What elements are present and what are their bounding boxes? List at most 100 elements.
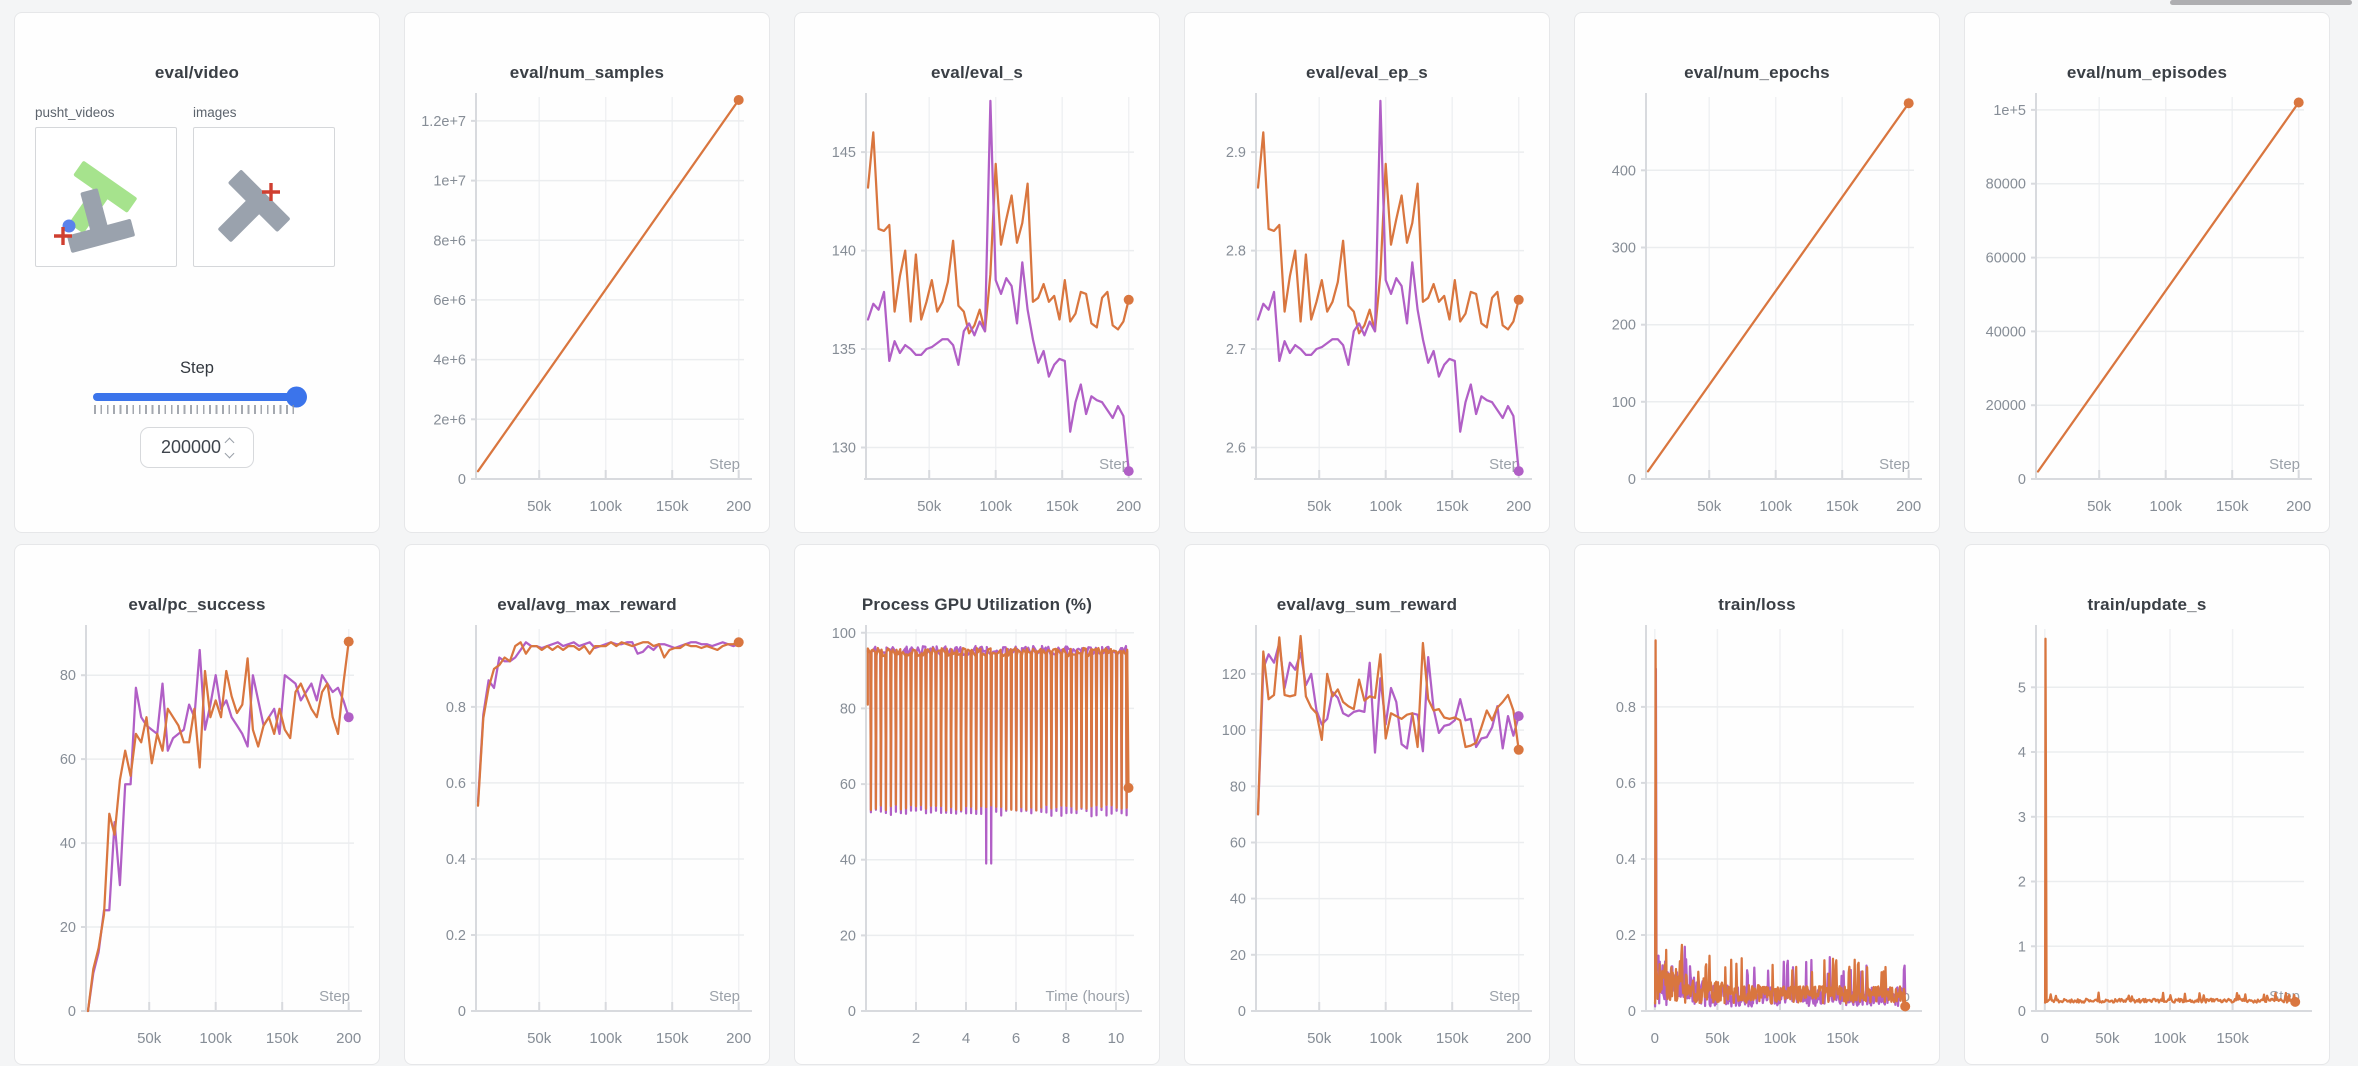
chart-title: train/update_s (2087, 595, 2207, 614)
images-thumbnail[interactable] (193, 127, 335, 267)
chart-title: Process GPU Utilization (%) (861, 595, 1093, 614)
svg-text:300: 300 (1612, 241, 1636, 257)
panel-num_episodes[interactable]: eval/num_episodes 0 20000 40000 60000 80000 1e… (1964, 12, 2330, 533)
svg-text:0: 0 (2018, 1004, 2026, 1020)
svg-text:1.2e+7: 1.2e+7 (421, 114, 466, 130)
step-control: Step 200000 (15, 359, 379, 468)
svg-text:150k: 150k (1826, 498, 1859, 515)
svg-text:40000: 40000 (1986, 324, 2026, 340)
svg-text:0: 0 (1651, 1030, 1659, 1047)
svg-text:2.8: 2.8 (1226, 244, 1246, 260)
svg-text:1e+7: 1e+7 (433, 174, 466, 190)
svg-text:8e+6: 8e+6 (433, 233, 466, 249)
panel-avg_max_reward[interactable]: eval/avg_max_reward 0 0.2 0.4 0.6 0.8 50k 100k 1… (404, 544, 770, 1065)
svg-text:50k: 50k (137, 1030, 162, 1047)
svg-text:200: 200 (726, 498, 751, 515)
svg-text:80000: 80000 (1986, 177, 2026, 193)
panel-eval-video[interactable]: eval/video pusht_videos (14, 12, 380, 533)
step-slider-thumb[interactable] (286, 386, 307, 408)
svg-text:100k: 100k (1369, 498, 1402, 515)
svg-text:50k: 50k (1307, 1030, 1332, 1047)
svg-text:150k: 150k (1046, 498, 1079, 515)
panel-gpu[interactable]: Process GPU Utilization (%) 0 20 40 60 80 100 2… (794, 544, 1160, 1065)
svg-text:80: 80 (60, 668, 76, 684)
step-up-icon[interactable] (224, 437, 235, 447)
chart-title: train/loss (1718, 595, 1796, 614)
svg-text:Step: Step (1099, 456, 1130, 473)
chart-plot-num_samples[interactable]: 0 2e+6 4e+6 6e+6 8e+6 1e+7 1.2e+7 50k 100k 150k 20… (420, 89, 754, 529)
pusht-video-thumbnail[interactable] (35, 127, 177, 267)
panel-loss[interactable]: train/loss 0 0.2 0.4 0.6 0.8 0 50k 100k 150k Step (1574, 544, 1940, 1065)
stepper-arrows[interactable] (224, 437, 235, 458)
chart-plot-num_epochs[interactable]: 0 100 200 300 400 50k 100k 150k 200 Step (1590, 89, 1924, 529)
panel-title: eval/video (154, 63, 240, 82)
svg-text:Time (hours): Time (hours) (1046, 988, 1130, 1005)
svg-text:0: 0 (68, 1004, 76, 1020)
svg-text:2.7: 2.7 (1226, 342, 1246, 358)
svg-text:100k: 100k (589, 1030, 622, 1047)
svg-text:100k: 100k (1764, 1030, 1797, 1047)
step-slider-ticks (94, 405, 296, 414)
svg-text:60000: 60000 (1986, 251, 2026, 267)
svg-text:100: 100 (832, 626, 856, 642)
svg-text:40: 40 (60, 836, 76, 852)
svg-text:100k: 100k (1759, 498, 1792, 515)
svg-text:4e+6: 4e+6 (433, 353, 466, 369)
svg-text:140: 140 (832, 244, 856, 260)
panel-update_s[interactable]: train/update_s 0 1 2 3 4 5 0 50k 100k 150k Step (1964, 544, 2330, 1065)
svg-text:150k: 150k (656, 1030, 689, 1047)
svg-text:0: 0 (458, 1004, 466, 1020)
step-down-icon[interactable] (224, 448, 235, 458)
panel-eval_s[interactable]: eval/eval_s 130 135 140 145 50k 100k 150k 200 Ste… (794, 12, 1160, 533)
svg-text:50k: 50k (2087, 498, 2112, 515)
svg-text:6e+6: 6e+6 (433, 293, 466, 309)
chart-plot-pc_success[interactable]: 0 20 40 60 80 50k 100k 150k 200 Step (30, 621, 364, 1061)
svg-text:40: 40 (840, 853, 856, 869)
svg-text:100k: 100k (589, 498, 622, 515)
chart-title: eval/eval_ep_s (1306, 63, 1428, 82)
svg-text:0.2: 0.2 (446, 928, 466, 944)
panel-num_epochs[interactable]: eval/num_epochs 0 100 200 300 400 50k 100k 150k 2… (1574, 12, 1940, 533)
panel-pc_success[interactable]: eval/pc_success 0 20 40 60 80 50k 100k 150k 200 St… (14, 544, 380, 1065)
chart-plot-avg_sum_reward[interactable]: 0 20 40 60 80 100 120 50k 100k 150k 200 Step (1200, 621, 1534, 1061)
chart-plot-eval_s[interactable]: 130 135 140 145 50k 100k 150k 200 Step (810, 89, 1144, 529)
panel-avg_sum_reward[interactable]: eval/avg_sum_reward 0 20 40 60 80 100 120 50k 100… (1184, 544, 1550, 1065)
svg-text:200: 200 (1506, 498, 1531, 515)
chart-title: eval/num_epochs (1684, 63, 1830, 82)
svg-text:150k: 150k (1436, 498, 1469, 515)
chart-plot-num_episodes[interactable]: 0 20000 40000 60000 80000 1e+5 50k 100k 150k 200 S… (1980, 89, 2314, 529)
svg-text:0.4: 0.4 (446, 852, 466, 868)
chart-title: eval/avg_max_reward (497, 595, 677, 614)
svg-text:0: 0 (1628, 472, 1636, 488)
chart-plot-eval_ep_s[interactable]: 2.6 2.7 2.8 2.9 50k 100k 150k 200 Step (1200, 89, 1534, 529)
svg-text:150k: 150k (266, 1030, 299, 1047)
svg-text:2e+6: 2e+6 (433, 412, 466, 428)
step-slider[interactable] (93, 386, 307, 408)
svg-text:0: 0 (848, 1004, 856, 1020)
svg-text:50k: 50k (527, 1030, 552, 1047)
svg-text:20: 20 (1230, 948, 1246, 964)
panel-eval_ep_s[interactable]: eval/eval_ep_s 2.6 2.7 2.8 2.9 50k 100k 150k 200… (1184, 12, 1550, 533)
chart-plot-gpu[interactable]: 0 20 40 60 80 100 2 4 6 8 10 Time (hours) (810, 621, 1144, 1061)
svg-text:120: 120 (1222, 667, 1246, 683)
svg-text:50k: 50k (2095, 1030, 2120, 1047)
panel-num_samples[interactable]: eval/num_samples 0 2e+6 4e+6 6e+6 8e+6 1e+7 1.2… (404, 12, 770, 533)
svg-text:200: 200 (1116, 498, 1141, 515)
svg-text:50k: 50k (527, 498, 552, 515)
svg-text:2.9: 2.9 (1226, 145, 1246, 161)
step-number-input[interactable]: 200000 (140, 427, 254, 468)
svg-text:0.6: 0.6 (1616, 776, 1636, 792)
chart-plot-avg_max_reward[interactable]: 0 0.2 0.4 0.6 0.8 50k 100k 150k 200 Step (420, 621, 754, 1061)
svg-text:60: 60 (60, 752, 76, 768)
horizontal-scrollbar-thumb[interactable] (2170, 0, 2352, 5)
svg-text:20000: 20000 (1986, 398, 2026, 414)
svg-text:0: 0 (2018, 472, 2026, 488)
svg-text:200: 200 (2286, 498, 2311, 515)
svg-text:200: 200 (1506, 1030, 1531, 1047)
step-value: 200000 (160, 437, 222, 457)
svg-text:200: 200 (1896, 498, 1921, 515)
chart-title: eval/eval_s (930, 63, 1023, 82)
agent-dot (62, 219, 76, 233)
